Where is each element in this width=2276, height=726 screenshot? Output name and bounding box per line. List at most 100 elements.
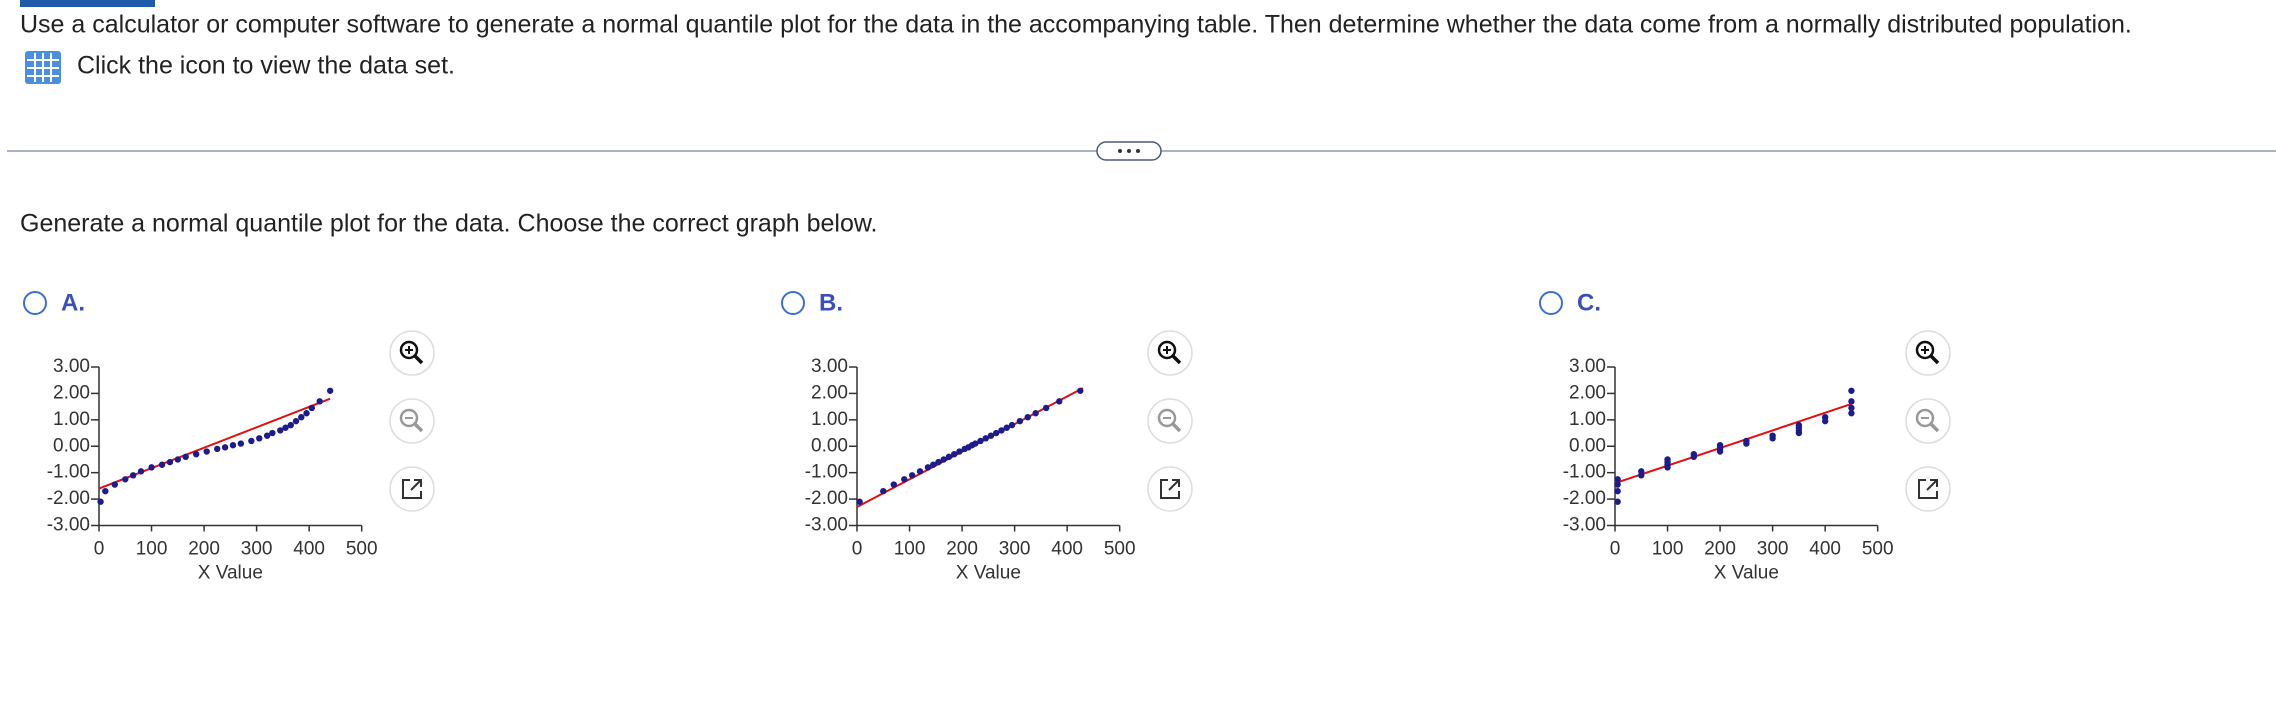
y-tick-label: 3.00 <box>811 356 848 377</box>
data-point <box>1848 387 1855 394</box>
x-tick-label: 400 <box>1809 539 1841 560</box>
popout-icon <box>1160 479 1180 499</box>
data-point <box>277 427 284 434</box>
data-link[interactable]: Click the icon to view the data set. <box>77 52 455 80</box>
x-tick-label: 300 <box>999 539 1031 560</box>
prompt-text: Generate a normal quantile plot for the … <box>20 210 877 238</box>
y-tick-label: -2.00 <box>805 488 848 509</box>
y-tick-label: 1.00 <box>53 409 90 430</box>
data-icon[interactable] <box>25 51 61 84</box>
data-point <box>137 468 145 475</box>
y-tick-label: -3.00 <box>47 515 90 536</box>
y-tick-label: 0.00 <box>1569 435 1606 456</box>
x-tick-label: 200 <box>188 539 220 560</box>
zoom-out-button[interactable] <box>389 398 435 444</box>
x-axis-label: X Value <box>956 563 1021 584</box>
data-point <box>326 387 334 394</box>
data-point <box>924 464 932 471</box>
zoom-in-button[interactable] <box>1147 330 1193 376</box>
zoom-in-button[interactable] <box>389 330 435 376</box>
x-tick-label: 500 <box>1862 539 1894 560</box>
expand-button[interactable] <box>1096 141 1162 161</box>
button-bg <box>1147 330 1193 376</box>
option-label: C. <box>1577 289 1601 316</box>
header-button[interactable] <box>20 0 155 7</box>
y-tick-label: 1.00 <box>1569 409 1606 430</box>
handle <box>1171 422 1182 433</box>
x-tick-label: 100 <box>136 539 168 560</box>
data-point <box>102 487 109 495</box>
button-bg <box>1905 330 1951 376</box>
data-point <box>1848 404 1855 412</box>
sign <box>1163 346 1171 354</box>
button-bg <box>389 330 435 376</box>
lens <box>1915 408 1935 428</box>
data-point <box>97 498 104 505</box>
data-point <box>174 456 182 463</box>
x-tick-label: 200 <box>1704 539 1736 560</box>
data-point <box>982 435 989 442</box>
data-point <box>214 445 221 453</box>
question-text: Use a calculator or computer software to… <box>20 11 2132 39</box>
x-tick-label: 500 <box>346 539 378 560</box>
data-point <box>229 441 237 449</box>
data-point <box>1032 410 1039 417</box>
data-point <box>263 432 271 439</box>
popout-button[interactable] <box>1905 466 1951 512</box>
y-tick-label: 0.00 <box>53 435 90 456</box>
popout-icon <box>402 479 422 499</box>
option-label: A. <box>61 289 85 316</box>
popout-button[interactable] <box>1147 466 1193 512</box>
data-point <box>111 481 118 488</box>
data-point <box>945 453 953 461</box>
fit-line <box>98 397 331 490</box>
data-point <box>1769 432 1776 439</box>
sign <box>1921 346 1929 354</box>
data-point <box>940 456 947 463</box>
data-point <box>1614 498 1621 505</box>
x-tick-label: 400 <box>1051 539 1083 560</box>
data-point <box>182 453 189 461</box>
radio-button[interactable] <box>781 291 805 315</box>
data-point <box>1003 424 1010 431</box>
data-point <box>1077 387 1084 394</box>
x-tick-label: 200 <box>946 539 978 560</box>
data-point <box>166 458 174 466</box>
data-point <box>1016 417 1024 425</box>
data-point <box>298 413 305 421</box>
popout-button[interactable] <box>389 466 435 512</box>
data-point <box>998 427 1005 434</box>
option-label: B. <box>819 289 843 316</box>
data-point <box>248 437 255 445</box>
y-tick-label: -1.00 <box>1563 462 1606 483</box>
x-axis-label: X Value <box>198 563 263 584</box>
zoom-in-button[interactable] <box>1905 330 1951 376</box>
data-point <box>316 398 323 405</box>
data-point <box>880 487 887 495</box>
handle <box>413 422 424 433</box>
data-point <box>856 498 863 505</box>
data-point <box>221 444 229 451</box>
y-tick-label: -2.00 <box>1563 488 1606 509</box>
fit-line <box>1614 403 1852 485</box>
data-point <box>993 429 1000 437</box>
data-point <box>977 437 984 445</box>
zoom-out-button[interactable] <box>1147 398 1193 444</box>
data-point <box>129 472 137 479</box>
y-tick-label: 2.00 <box>811 382 848 403</box>
popout-icon <box>1918 479 1938 499</box>
radio-button[interactable] <box>23 291 47 315</box>
y-tick-label: 3.00 <box>1569 356 1606 377</box>
data-point <box>287 421 294 429</box>
data-point <box>308 404 315 412</box>
data-point <box>192 450 200 458</box>
data-point <box>956 448 963 455</box>
data-point <box>148 464 155 471</box>
sign <box>405 346 413 354</box>
x-tick-label: 400 <box>293 539 325 560</box>
zoom-out-button[interactable] <box>1905 398 1951 444</box>
lens <box>1157 408 1177 428</box>
radio-button[interactable] <box>1539 291 1563 315</box>
data-point <box>1614 487 1621 495</box>
